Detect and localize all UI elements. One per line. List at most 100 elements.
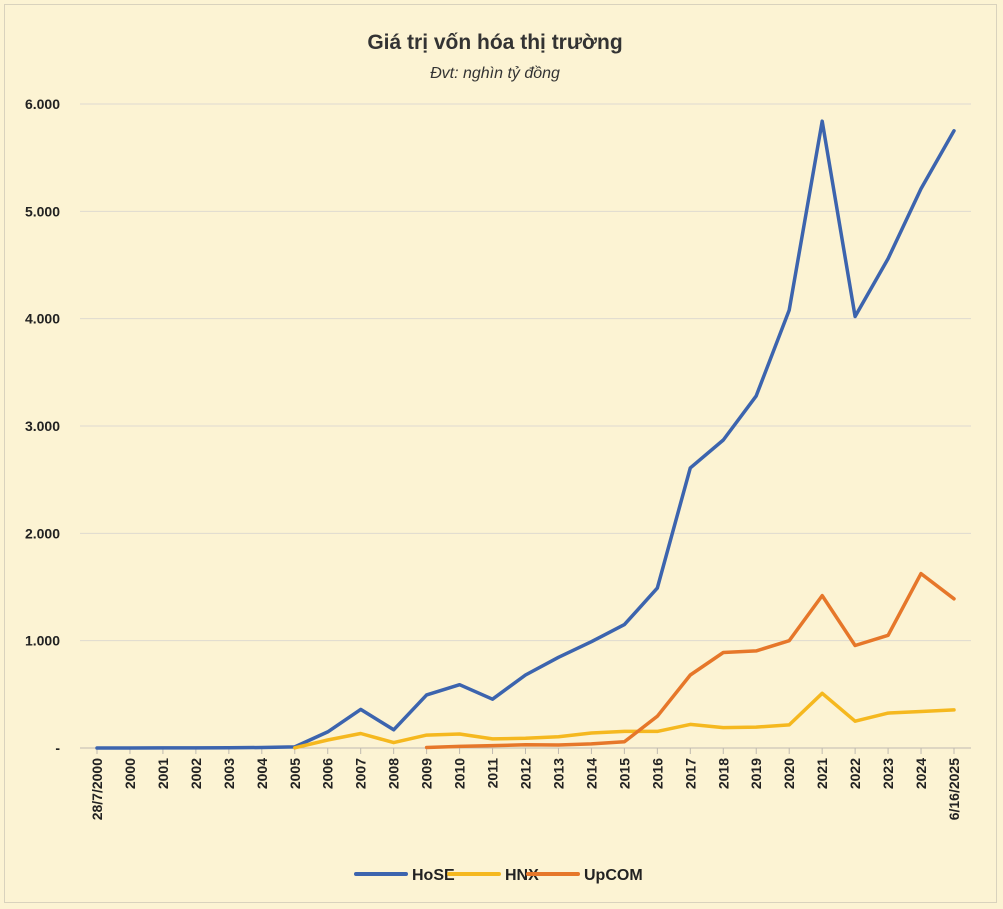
data-point-hose [722,438,725,442]
x-tick-label: 2021 [814,758,830,789]
data-point-hose [590,640,593,643]
data-point-upcom [491,744,494,747]
y-tick-label: 6.000 [25,96,60,112]
x-tick-label: 2007 [353,758,369,789]
x-tick-label: 2006 [320,758,336,789]
data-point-upcom [524,743,527,746]
data-point-hose [491,697,494,701]
chart-title: Giá trị vốn hóa thị trường [367,31,622,54]
x-tick-label: 2019 [748,758,764,789]
legend-label-upcom: UpCOM [584,867,643,884]
x-tick-label: 2013 [550,758,566,789]
data-point-hose [787,308,791,312]
data-point-hnx [722,726,725,729]
data-point-hose [326,730,329,734]
data-point-hose [656,586,659,590]
data-point-upcom [952,597,956,601]
x-tick-label: 2005 [287,758,303,789]
x-tick-label: 2022 [847,758,863,789]
data-point-hose [755,394,758,398]
x-tick-label: 2001 [155,758,171,789]
data-point-hose [623,623,626,626]
y-tick-label: 2.000 [25,525,60,541]
data-point-upcom [689,673,692,677]
data-point-hose [128,746,132,750]
legend-label-hnx: HNX [505,867,539,884]
data-point-upcom [425,746,428,749]
data-point-hnx [787,723,791,727]
data-point-upcom [919,572,923,575]
y-axis-ticks: - 1.000 2.000 3.000 4.000 5.000 6.000 [25,96,60,756]
x-tick-label: 2011 [485,758,501,789]
series-line-upcom [424,571,956,750]
x-tick-label: 2012 [518,758,534,789]
y-tick-label: 4.000 [25,311,60,327]
data-point-upcom [787,639,791,642]
y-tick-label: 5.000 [25,203,60,219]
x-axis-ticks: 28/7/2000 2000 2001 2002 2003 2004 2005 2006 200… [89,748,962,820]
x-tick-label: 6/16/2025 [946,758,962,820]
data-point-hose [919,187,923,190]
data-point-hnx [755,725,758,729]
y-tick-label: - [55,740,60,756]
data-point-hose [260,746,264,749]
chart-frame [4,4,997,903]
data-point-hose [392,728,395,731]
data-point-hnx [491,737,494,741]
data-point-upcom [755,649,758,653]
data-point-hose [820,119,824,123]
data-point-hnx [820,692,824,695]
data-point-hose [524,673,527,677]
data-point-upcom [853,644,857,647]
data-point-upcom [458,745,461,748]
data-point-hose [853,315,857,318]
data-point-hnx [524,737,527,740]
data-point-hnx [293,746,296,749]
x-tick-label: 2009 [419,758,435,789]
x-tick-label: 2000 [122,758,138,789]
y-tick-label: 3.000 [25,418,60,434]
data-point-hnx [590,731,593,735]
data-point-hnx [458,732,461,736]
data-point-hnx [359,732,362,735]
x-tick-label: 2002 [188,758,204,789]
data-point-hose [194,746,198,750]
legend-label-hose: HoSE [412,867,455,884]
data-point-hose [227,746,231,749]
x-tick-label: 2024 [913,758,929,789]
series-line-hose [95,119,956,750]
data-point-hnx [326,738,329,742]
x-tick-label: 2023 [880,758,896,789]
data-point-hose [557,656,560,659]
data-point-hose [458,683,461,686]
series-lines [95,119,956,750]
x-tick-label: 2017 [682,758,698,789]
chart-subtitle: Đvt: nghìn tỷ đồng [430,65,560,82]
data-point-upcom [722,651,725,654]
data-point-upcom [820,594,824,597]
x-tick-label: 2004 [254,758,270,789]
data-point-hose [95,746,99,750]
data-point-hnx [425,733,428,737]
x-tick-label: 28/7/2000 [89,758,105,820]
data-point-hose [952,129,956,133]
data-point-hnx [952,708,956,712]
data-point-hose [161,746,165,750]
x-tick-label: 2016 [649,758,665,789]
y-tick-label: 1.000 [25,633,60,649]
data-point-hose [689,466,692,470]
data-point-hose [886,257,890,260]
data-point-hose [425,693,428,697]
data-point-upcom [623,740,626,743]
data-point-hnx [557,735,560,738]
x-tick-label: 2015 [616,758,632,789]
data-point-hnx [853,719,857,723]
x-tick-label: 2003 [221,758,237,789]
x-tick-label: 2008 [386,758,402,789]
data-point-hnx [392,741,395,744]
x-tick-label: 2018 [715,758,731,789]
x-tick-label: 2020 [781,758,797,789]
data-point-upcom [886,634,890,637]
x-tick-label: 2014 [583,758,599,789]
